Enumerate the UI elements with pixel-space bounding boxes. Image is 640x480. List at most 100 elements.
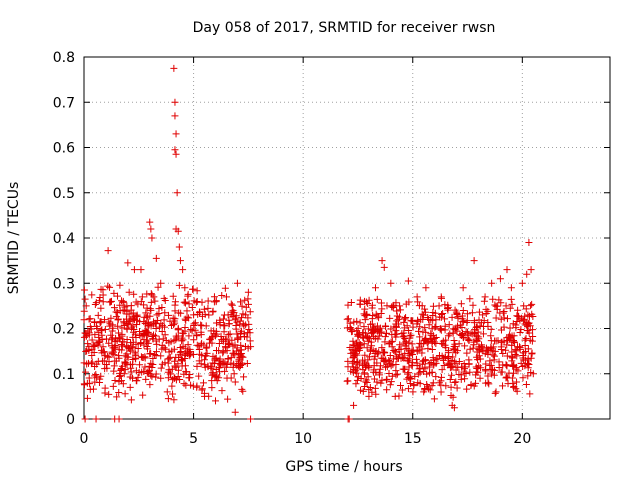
data-point: [457, 375, 465, 383]
data-point: [396, 341, 404, 349]
data-point: [432, 373, 440, 381]
data-point: [96, 375, 104, 383]
data-point: [447, 371, 455, 379]
data-point: [491, 352, 499, 360]
data-point: [143, 304, 151, 312]
data-point: [120, 322, 128, 330]
data-point: [388, 372, 396, 380]
data-point: [95, 329, 103, 337]
data-point: [244, 295, 252, 303]
data-point: [464, 331, 472, 339]
data-point: [118, 330, 126, 338]
data-point: [99, 343, 107, 351]
data-point: [463, 385, 471, 393]
data-point: [395, 392, 403, 400]
data-point: [123, 335, 131, 343]
data-point: [101, 365, 109, 373]
data-point: [236, 333, 244, 341]
data-point: [370, 325, 378, 333]
data-point: [466, 345, 474, 353]
data-point: [378, 344, 386, 352]
data-point: [125, 288, 133, 296]
data-point: [371, 384, 379, 392]
data-point: [246, 329, 254, 337]
data-point: [442, 336, 450, 344]
data-point: [152, 254, 160, 262]
data-point: [524, 311, 532, 319]
data-point: [228, 301, 236, 309]
data-point: [149, 355, 157, 363]
data-point: [480, 317, 488, 325]
data-point: [378, 305, 386, 313]
data-point: [212, 365, 220, 373]
data-point: [423, 370, 431, 378]
data-point: [450, 336, 458, 344]
data-point: [441, 315, 449, 323]
data-point: [452, 366, 460, 374]
data-point: [486, 357, 494, 365]
data-point: [526, 312, 534, 320]
data-point: [525, 360, 533, 368]
data-point: [238, 302, 246, 310]
data-point: [482, 344, 490, 352]
data-point: [365, 386, 373, 394]
data-point: [365, 392, 373, 400]
data-point: [524, 327, 532, 335]
data-point: [171, 146, 179, 154]
data-point: [458, 332, 466, 340]
data-point: [454, 322, 462, 330]
data-point: [463, 349, 471, 357]
data-point: [220, 311, 228, 319]
data-point: [154, 283, 162, 291]
data-point: [207, 334, 215, 342]
data-point: [149, 361, 157, 369]
data-point: [453, 327, 461, 335]
data-point: [519, 374, 527, 382]
data-point: [522, 305, 530, 313]
data-point: [364, 356, 372, 364]
data-point: [377, 328, 385, 336]
data-point: [212, 354, 220, 362]
data-point: [121, 390, 129, 398]
data-point: [132, 333, 140, 341]
data-point: [177, 348, 185, 356]
data-point: [371, 334, 379, 342]
data-point: [241, 342, 249, 350]
data-point: [361, 305, 369, 313]
data-point: [224, 355, 232, 363]
data-point: [453, 347, 461, 355]
data-point: [361, 383, 369, 391]
data-point: [145, 366, 153, 374]
data-point: [229, 342, 237, 350]
data-point: [368, 301, 376, 309]
data-point: [160, 316, 168, 324]
data-point: [193, 298, 201, 305]
data-point: [476, 322, 484, 330]
data-point: [423, 381, 431, 389]
data-point: [367, 346, 375, 354]
data-point: [86, 380, 94, 388]
data-point: [374, 350, 382, 358]
data-point: [353, 347, 361, 355]
data-point: [461, 375, 469, 383]
data-point: [183, 347, 191, 355]
data-point: [441, 301, 449, 309]
data-point: [403, 357, 411, 365]
data-point: [213, 319, 221, 327]
data-point: [427, 335, 435, 343]
data-point: [368, 320, 376, 328]
data-point: [475, 346, 483, 354]
data-point: [503, 334, 511, 342]
data-point: [107, 314, 115, 322]
data-point: [358, 361, 366, 369]
data-point: [422, 284, 430, 292]
data-point: [401, 349, 409, 357]
data-point: [356, 319, 364, 327]
data-point: [406, 375, 414, 383]
data-point: [183, 307, 191, 315]
data-point: [143, 336, 151, 344]
data-point: [175, 281, 183, 289]
data-point: [153, 311, 161, 319]
data-point: [363, 379, 371, 387]
